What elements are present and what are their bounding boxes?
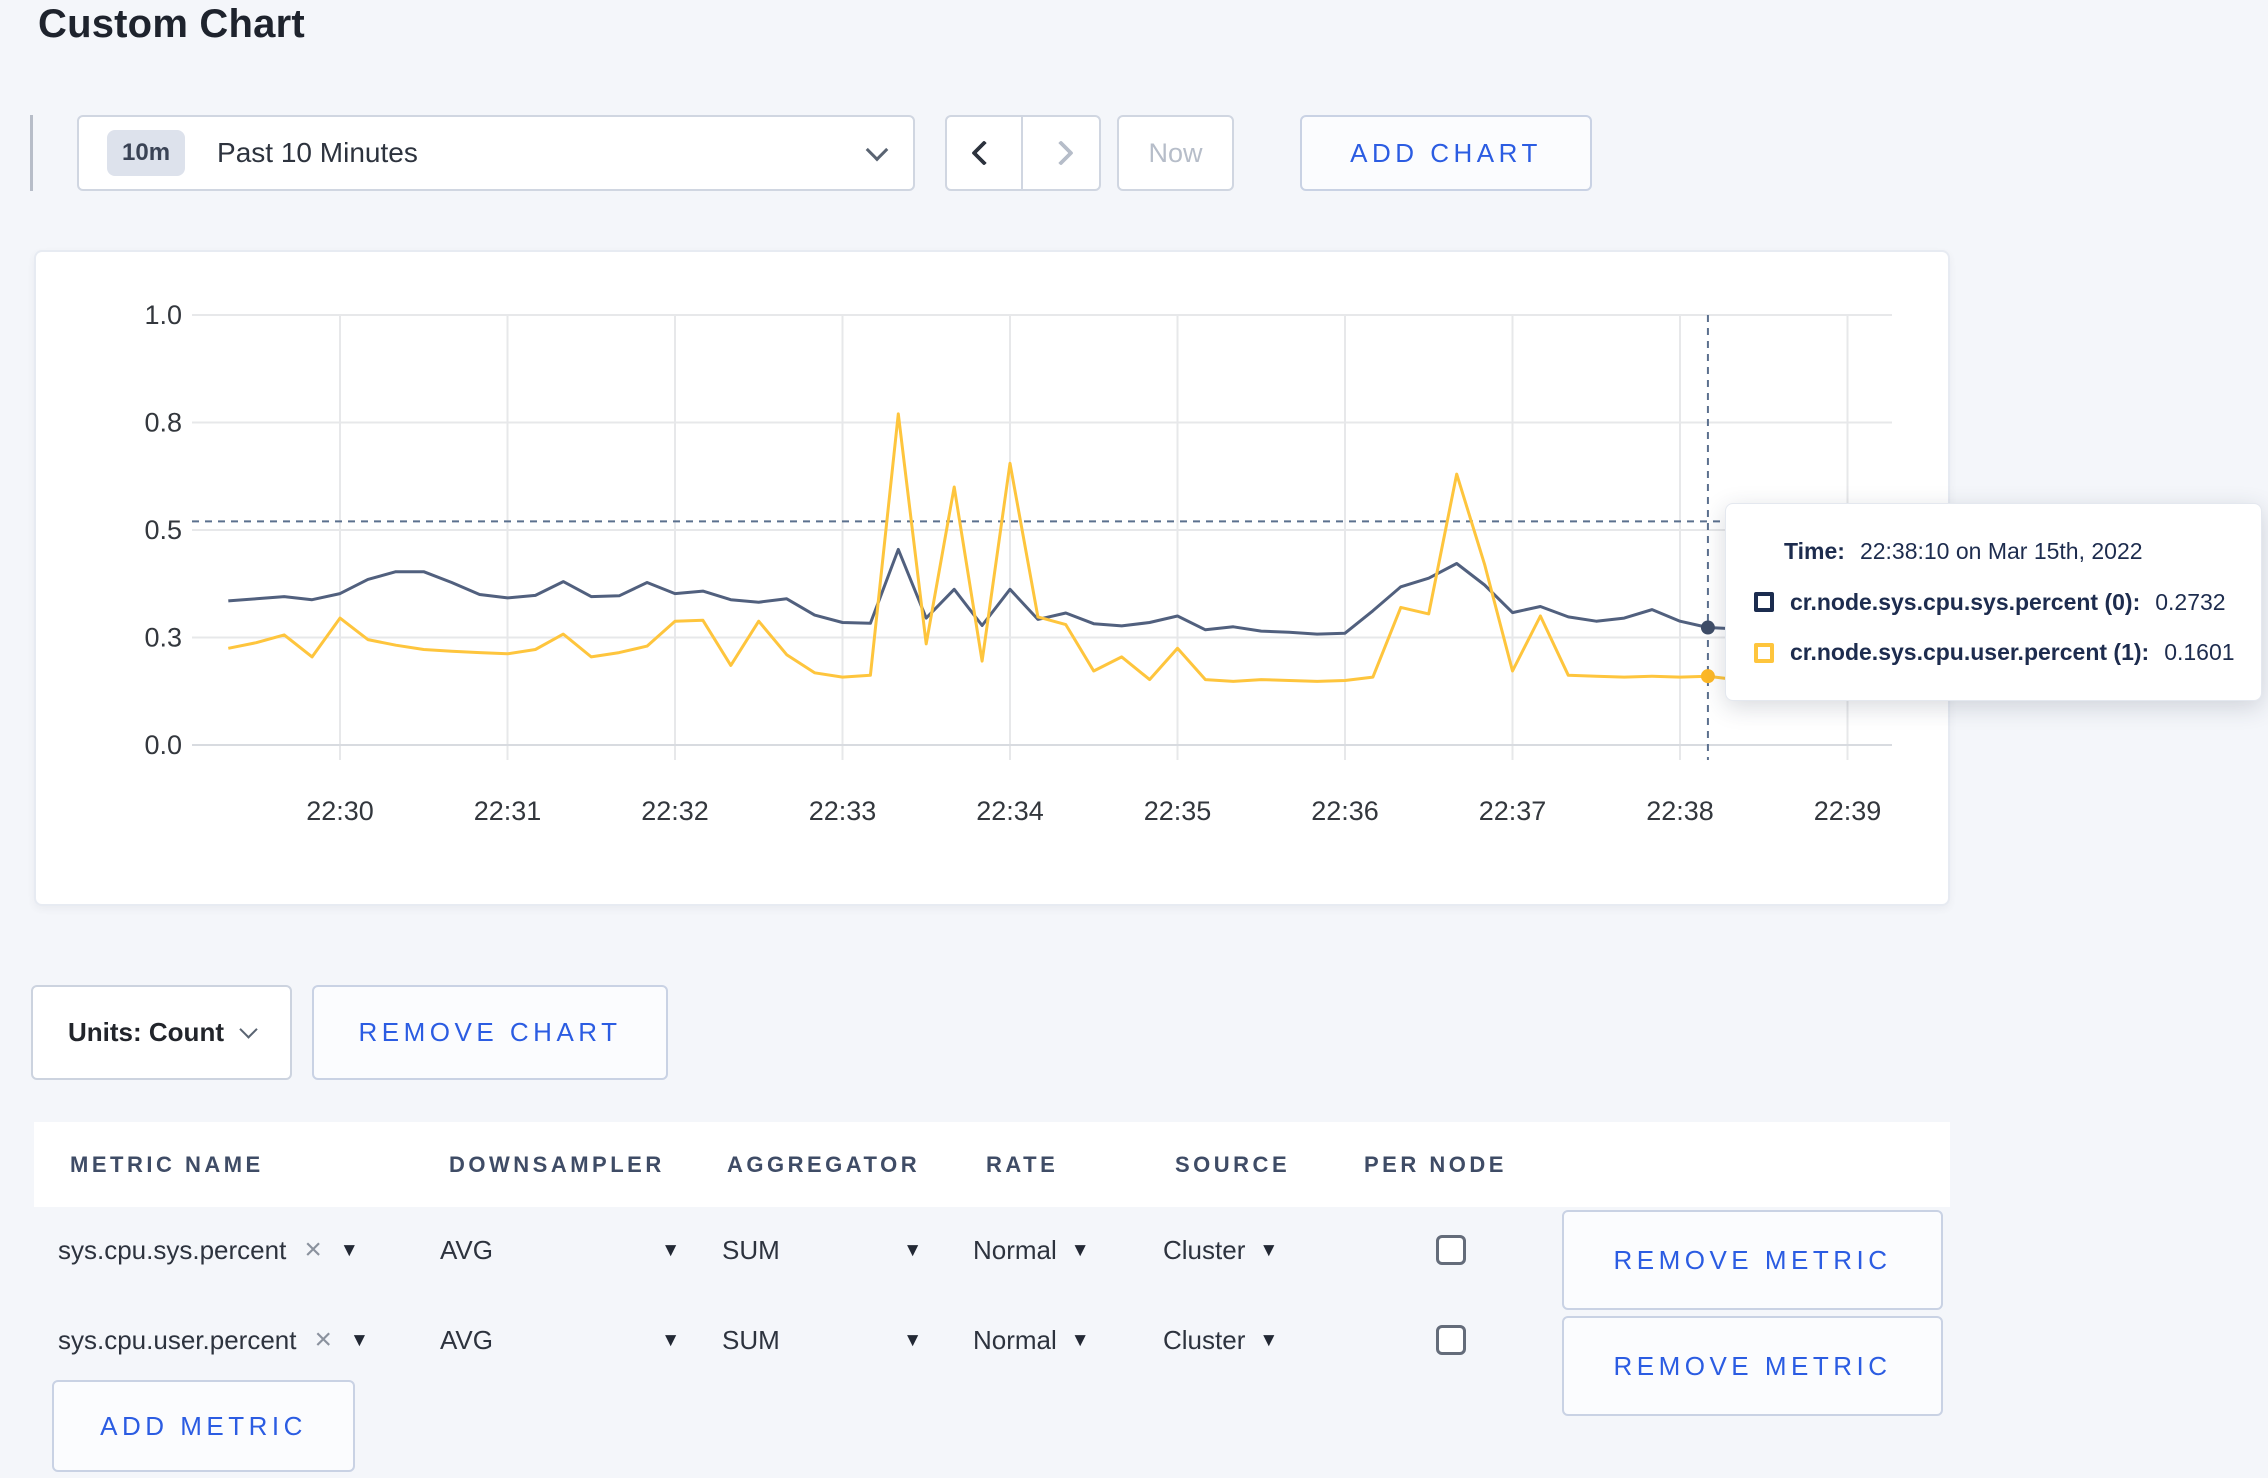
metric-name-select[interactable]: sys.cpu.sys.percent × ▼ bbox=[58, 1205, 359, 1295]
metric-name-label: sys.cpu.sys.percent bbox=[58, 1234, 287, 1265]
svg-text:22:37: 22:37 bbox=[1479, 796, 1547, 826]
caret-down-icon: ▼ bbox=[661, 1239, 680, 1261]
svg-text:0.0: 0.0 bbox=[144, 730, 182, 760]
page-title: Custom Chart bbox=[38, 2, 305, 46]
svg-text:22:30: 22:30 bbox=[306, 796, 374, 826]
caret-down-icon: ▼ bbox=[1070, 1239, 1090, 1261]
source-value: Cluster bbox=[1163, 1324, 1246, 1355]
svg-text:22:36: 22:36 bbox=[1311, 796, 1379, 826]
column-header-per-node: PER NODE bbox=[1364, 1151, 1507, 1177]
add-chart-button[interactable]: ADD CHART bbox=[1300, 115, 1592, 191]
aggregator-value: SUM bbox=[722, 1324, 780, 1355]
per-node-checkbox[interactable] bbox=[1436, 1235, 1466, 1265]
chevron-down-icon bbox=[239, 1020, 258, 1039]
aggregator-select[interactable]: SUM ▼ bbox=[722, 1295, 922, 1385]
caret-down-icon: ▼ bbox=[903, 1329, 922, 1351]
svg-text:22:32: 22:32 bbox=[641, 796, 709, 826]
svg-text:22:38: 22:38 bbox=[1646, 796, 1714, 826]
units-select[interactable]: Units: Count bbox=[31, 985, 292, 1080]
series-swatch-icon bbox=[1754, 642, 1774, 663]
caret-down-icon: ▼ bbox=[1259, 1239, 1279, 1261]
svg-text:1.0: 1.0 bbox=[144, 300, 182, 330]
caret-down-icon: ▼ bbox=[339, 1239, 359, 1261]
chevron-right-icon bbox=[1048, 140, 1074, 166]
caret-down-icon: ▼ bbox=[661, 1329, 680, 1351]
previous-range-button[interactable] bbox=[947, 117, 1023, 189]
rate-select[interactable]: Normal ▼ bbox=[973, 1205, 1090, 1295]
units-label: Units: Count bbox=[68, 1017, 224, 1047]
time-range-label: Past 10 Minutes bbox=[217, 137, 418, 168]
remove-metric-button[interactable]: REMOVE METRIC bbox=[1562, 1316, 1943, 1416]
tooltip-series-value: 0.2732 bbox=[2155, 588, 2226, 615]
source-select[interactable]: Cluster ▼ bbox=[1163, 1295, 1278, 1385]
tooltip-series-value: 0.1601 bbox=[2164, 639, 2235, 666]
per-node-checkbox[interactable] bbox=[1436, 1325, 1466, 1355]
chart-tooltip: Time: 22:38:10 on Mar 15th, 2022 cr.node… bbox=[1725, 503, 2262, 701]
time-range-select[interactable]: 10m Past 10 Minutes bbox=[77, 115, 915, 191]
chart-card: 22:30 22:31 22:32 22:33 22:34 22:35 22:36 22:37… bbox=[34, 250, 1950, 906]
source-select[interactable]: Cluster ▼ bbox=[1163, 1205, 1278, 1295]
column-header-downsampler: DOWNSAMPLER bbox=[449, 1151, 665, 1177]
toolbar-divider bbox=[30, 115, 33, 191]
now-button[interactable]: Now bbox=[1117, 115, 1234, 191]
svg-text:0.3: 0.3 bbox=[144, 623, 182, 653]
remove-chart-button[interactable]: REMOVE CHART bbox=[312, 985, 668, 1080]
tooltip-series-label: cr.node.sys.cpu.user.percent (1): bbox=[1790, 639, 2150, 666]
per-node-cell bbox=[1421, 1295, 1481, 1385]
downsampler-select[interactable]: AVG ▼ bbox=[440, 1205, 680, 1295]
downsampler-value: AVG bbox=[440, 1324, 493, 1355]
tooltip-time-value: 22:38:10 on Mar 15th, 2022 bbox=[1859, 537, 2143, 564]
caret-down-icon: ▼ bbox=[1070, 1329, 1090, 1351]
clear-metric-icon[interactable]: × bbox=[304, 1233, 322, 1266]
tooltip-series-row: cr.node.sys.cpu.user.percent (1): 0.1601 bbox=[1754, 639, 2261, 666]
svg-text:0.8: 0.8 bbox=[144, 408, 182, 438]
metric-name-select[interactable]: sys.cpu.user.percent × ▼ bbox=[58, 1295, 369, 1385]
tooltip-series-label: cr.node.sys.cpu.sys.percent (0): bbox=[1790, 588, 2141, 615]
column-header-rate: RATE bbox=[986, 1151, 1059, 1177]
svg-text:22:39: 22:39 bbox=[1814, 796, 1882, 826]
rate-value: Normal bbox=[973, 1234, 1057, 1265]
clear-metric-icon[interactable]: × bbox=[314, 1323, 332, 1356]
aggregator-select[interactable]: SUM ▼ bbox=[722, 1205, 922, 1295]
column-header-metric-name: METRIC NAME bbox=[70, 1151, 264, 1177]
column-header-aggregator: AGGREGATOR bbox=[727, 1151, 921, 1177]
next-range-button[interactable] bbox=[1023, 117, 1099, 189]
svg-text:22:33: 22:33 bbox=[809, 796, 877, 826]
svg-text:0.5: 0.5 bbox=[144, 515, 182, 545]
aggregator-value: SUM bbox=[722, 1234, 780, 1265]
downsampler-value: AVG bbox=[440, 1234, 493, 1265]
tooltip-time-label: Time: bbox=[1784, 537, 1845, 564]
table-row: sys.cpu.user.percent × ▼ AVG ▼ SUM ▼ Nor… bbox=[34, 1295, 1950, 1385]
column-header-source: SOURCE bbox=[1175, 1151, 1291, 1177]
caret-down-icon: ▼ bbox=[350, 1329, 369, 1351]
chart-svg[interactable]: 22:30 22:31 22:32 22:33 22:34 22:35 22:36 22:37… bbox=[36, 252, 1952, 908]
metrics-table-header: METRIC NAME DOWNSAMPLER AGGREGATOR RATE … bbox=[34, 1122, 1950, 1207]
svg-text:22:34: 22:34 bbox=[976, 796, 1044, 826]
tooltip-time-row: Time: 22:38:10 on Mar 15th, 2022 bbox=[1784, 538, 2261, 565]
time-range-arrows bbox=[945, 115, 1101, 191]
tooltip-series-row: cr.node.sys.cpu.sys.percent (0): 0.2732 bbox=[1754, 589, 2261, 616]
table-row: sys.cpu.sys.percent × ▼ AVG ▼ SUM ▼ Norm… bbox=[34, 1205, 1950, 1295]
rate-select[interactable]: Normal ▼ bbox=[973, 1295, 1090, 1385]
per-node-cell bbox=[1421, 1205, 1481, 1295]
chevron-down-icon bbox=[865, 138, 889, 162]
metric-name-label: sys.cpu.user.percent bbox=[58, 1324, 297, 1355]
time-range-badge: 10m bbox=[107, 130, 186, 176]
caret-down-icon: ▼ bbox=[903, 1239, 922, 1261]
caret-down-icon: ▼ bbox=[1259, 1329, 1279, 1351]
series-swatch-icon bbox=[1754, 592, 1774, 612]
chevron-left-icon bbox=[971, 140, 997, 166]
remove-metric-button[interactable]: REMOVE METRIC bbox=[1562, 1210, 1943, 1310]
rate-value: Normal bbox=[973, 1324, 1057, 1355]
svg-text:22:35: 22:35 bbox=[1144, 796, 1212, 826]
svg-text:22:31: 22:31 bbox=[474, 796, 542, 826]
downsampler-select[interactable]: AVG ▼ bbox=[440, 1295, 680, 1385]
source-value: Cluster bbox=[1163, 1234, 1246, 1265]
add-metric-button[interactable]: ADD METRIC bbox=[52, 1380, 355, 1472]
